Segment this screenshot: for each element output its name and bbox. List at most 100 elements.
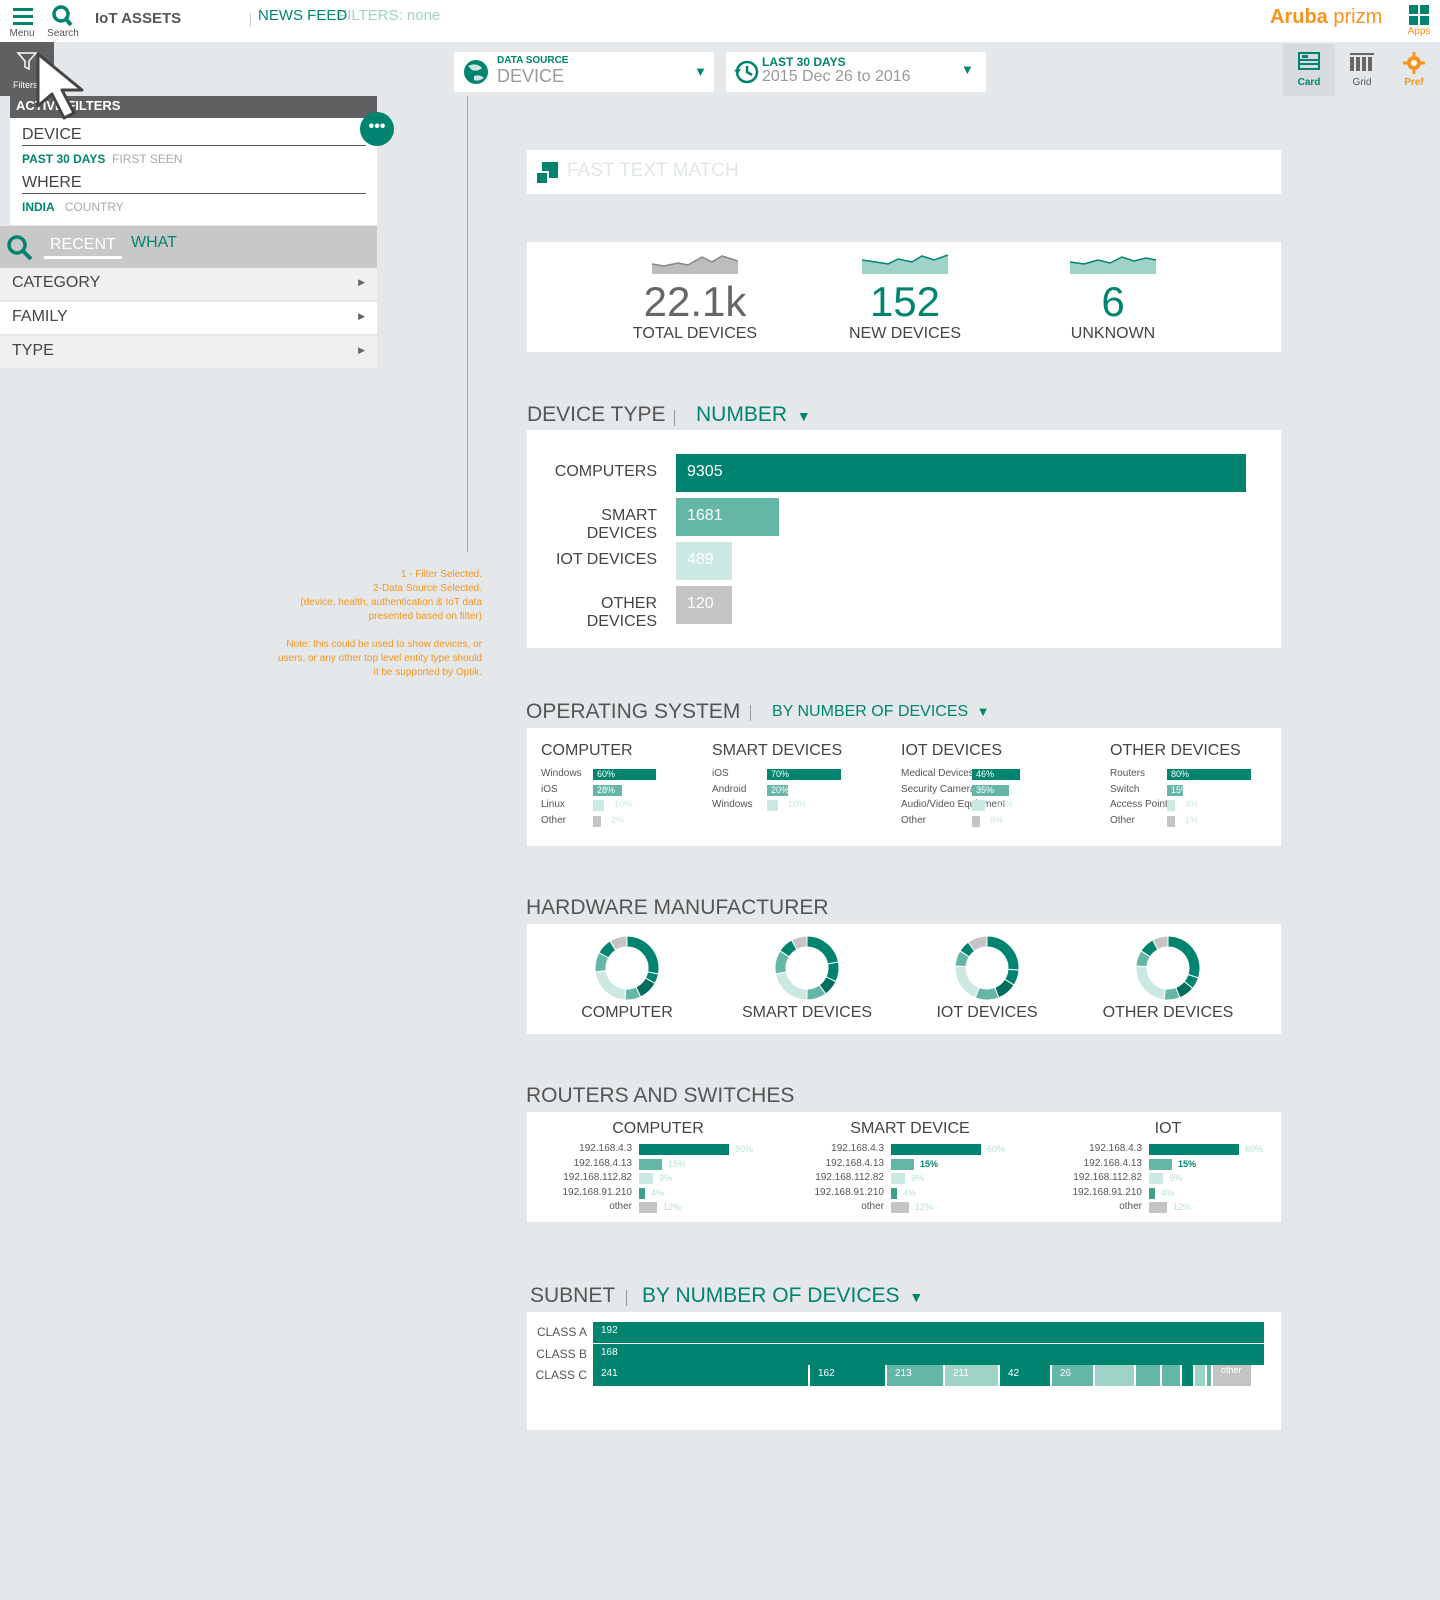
subnet-segment[interactable] bbox=[1095, 1365, 1134, 1386]
subnet-segment[interactable]: 192 bbox=[593, 1322, 1264, 1343]
device-type-bar[interactable]: 120 bbox=[676, 586, 732, 624]
data-source-select[interactable]: DATA SOURCE DEVICE ▼ bbox=[454, 52, 714, 92]
donut-slice[interactable] bbox=[954, 965, 980, 999]
subnet-segment[interactable]: 211 bbox=[945, 1365, 998, 1386]
os-metric-dropdown[interactable]: BY NUMBER OF DEVICES ▼ bbox=[772, 703, 990, 721]
donut-slice[interactable] bbox=[806, 935, 840, 965]
data-source-value: DEVICE bbox=[497, 66, 565, 86]
subnet-segment[interactable] bbox=[1162, 1365, 1180, 1386]
category-row[interactable]: CATEGORY ▶ bbox=[0, 268, 377, 300]
tab-what[interactable]: WHAT bbox=[131, 234, 177, 251]
subnet-metric-dropdown[interactable]: BY NUMBER OF DEVICES ▼ bbox=[642, 1284, 923, 1308]
router-bar[interactable] bbox=[891, 1158, 914, 1170]
os-percentage-bar[interactable] bbox=[1167, 800, 1175, 811]
donut-slice[interactable] bbox=[609, 935, 628, 951]
donut-chart[interactable] bbox=[1132, 932, 1204, 1004]
router-bar[interactable] bbox=[1149, 1202, 1167, 1213]
news-feed-link[interactable]: NEWS FEED bbox=[258, 7, 348, 24]
donut-slice[interactable] bbox=[594, 970, 627, 1001]
divider bbox=[750, 705, 751, 721]
subnet-segment[interactable]: 168 bbox=[593, 1344, 1264, 1365]
search-icon[interactable] bbox=[6, 234, 34, 262]
os-percentage-bar[interactable] bbox=[972, 815, 980, 827]
os-percentage-bar[interactable]: 28% bbox=[593, 784, 622, 796]
filter-device-details[interactable]: PAST 30 DAYS FIRST SEEN bbox=[22, 152, 183, 166]
grid-view-button[interactable]: Grid bbox=[1336, 44, 1388, 96]
kpi-new-devices[interactable]: 152 NEW DEVICES bbox=[825, 252, 985, 343]
os-percentage-bar[interactable] bbox=[1167, 815, 1175, 827]
router-bar[interactable] bbox=[639, 1187, 645, 1199]
router-group-title: IOT bbox=[1154, 1120, 1182, 1137]
router-bar[interactable] bbox=[639, 1202, 657, 1213]
subnet-segment[interactable]: 213 bbox=[887, 1365, 943, 1386]
donut-slice[interactable] bbox=[1151, 935, 1169, 951]
subnet-segment[interactable]: 241 bbox=[593, 1365, 808, 1386]
os-percentage-bar[interactable]: 70% bbox=[767, 769, 841, 780]
card-view-button[interactable]: Card bbox=[1283, 44, 1335, 96]
os-percentage-bar[interactable] bbox=[593, 800, 604, 811]
router-bar[interactable] bbox=[1149, 1158, 1172, 1170]
date-range-select[interactable]: LAST 30 DAYS 2015 Dec 26 to 2016 ▼ bbox=[726, 52, 986, 92]
search-button[interactable]: Search bbox=[43, 4, 83, 39]
subnet-segment[interactable] bbox=[1182, 1365, 1193, 1386]
router-bar[interactable] bbox=[1149, 1187, 1155, 1199]
subnet-segment[interactable]: 42 bbox=[1000, 1365, 1050, 1386]
os-percentage-bar[interactable]: 15% bbox=[1167, 784, 1189, 796]
router-bar[interactable] bbox=[1149, 1173, 1163, 1184]
preferences-button[interactable]: Pref bbox=[1388, 44, 1440, 96]
type-row[interactable]: TYPE ▶ bbox=[0, 336, 377, 368]
os-percentage-label: 12% bbox=[995, 799, 1014, 809]
donut-slice[interactable] bbox=[986, 935, 1020, 971]
subnet-segment[interactable] bbox=[1195, 1365, 1205, 1386]
subnet-segment[interactable] bbox=[1207, 1365, 1211, 1386]
subnet-segment[interactable]: 162 bbox=[810, 1365, 885, 1386]
apps-button[interactable]: Apps bbox=[1402, 3, 1436, 37]
os-percentage-bar[interactable]: 80% bbox=[1167, 769, 1251, 780]
os-percentage-bar[interactable]: 35% bbox=[972, 784, 1009, 796]
router-bar[interactable] bbox=[891, 1144, 981, 1155]
os-percentage-bar[interactable]: 46% bbox=[972, 769, 1020, 780]
router-bar[interactable] bbox=[639, 1158, 662, 1170]
router-bar[interactable] bbox=[639, 1173, 653, 1184]
os-percentage-bar[interactable] bbox=[972, 800, 985, 811]
donut-slice[interactable] bbox=[774, 971, 808, 1001]
donut-slice[interactable] bbox=[967, 935, 988, 952]
family-row[interactable]: FAMILY ▶ bbox=[0, 302, 377, 334]
donut-slice[interactable] bbox=[790, 935, 808, 951]
donut-slice[interactable] bbox=[1135, 965, 1166, 1001]
divider bbox=[674, 410, 675, 426]
donut-slice[interactable] bbox=[626, 935, 660, 975]
more-options-button[interactable]: ••• bbox=[360, 112, 394, 146]
router-bar[interactable] bbox=[1149, 1144, 1239, 1155]
os-percentage-bar[interactable]: 60% bbox=[593, 769, 656, 780]
os-percentage-bar[interactable] bbox=[767, 800, 778, 811]
donut-chart[interactable] bbox=[951, 932, 1023, 1004]
filter-where-details[interactable]: INDIA COUNTRY bbox=[22, 200, 124, 214]
kpi-unknown[interactable]: 6 UNKNOWN bbox=[1033, 252, 1193, 343]
os-percentage-bar[interactable] bbox=[593, 815, 601, 827]
filter-where-title[interactable]: WHERE bbox=[22, 174, 366, 194]
device-type-bar[interactable]: 1681 bbox=[676, 498, 779, 536]
os-percentage-bar[interactable]: 20% bbox=[767, 784, 789, 796]
tab-recent[interactable]: RECENT bbox=[44, 236, 122, 259]
subnet-segment[interactable]: other bbox=[1213, 1365, 1251, 1386]
device-type-bar[interactable]: 9305 bbox=[676, 454, 1246, 492]
chevron-down-icon: ▼ bbox=[796, 408, 811, 424]
filter-device-title[interactable]: DEVICE bbox=[22, 126, 366, 146]
donut-chart[interactable] bbox=[591, 932, 663, 1004]
kpi-total-devices[interactable]: 22.1k TOTAL DEVICES bbox=[615, 252, 775, 343]
router-bar[interactable] bbox=[891, 1187, 897, 1199]
subnet-segment[interactable]: 26 bbox=[1052, 1365, 1093, 1386]
os-row-label: Linux bbox=[541, 799, 565, 810]
device-type-metric-dropdown[interactable]: NUMBER ▼ bbox=[696, 403, 811, 427]
router-bar[interactable] bbox=[639, 1144, 729, 1155]
donut-slice[interactable] bbox=[1167, 935, 1201, 979]
router-bar[interactable] bbox=[891, 1173, 905, 1184]
subnet-segment[interactable] bbox=[1136, 1365, 1160, 1386]
menu-button[interactable]: Menu bbox=[2, 4, 42, 39]
os-row-label: Windows bbox=[712, 799, 753, 810]
router-bar[interactable] bbox=[891, 1202, 909, 1213]
donut-chart[interactable] bbox=[771, 932, 843, 1004]
fast-text-search[interactable]: FAST TEXT MATCH bbox=[527, 150, 1281, 194]
device-type-bar[interactable]: 489 bbox=[676, 542, 732, 580]
